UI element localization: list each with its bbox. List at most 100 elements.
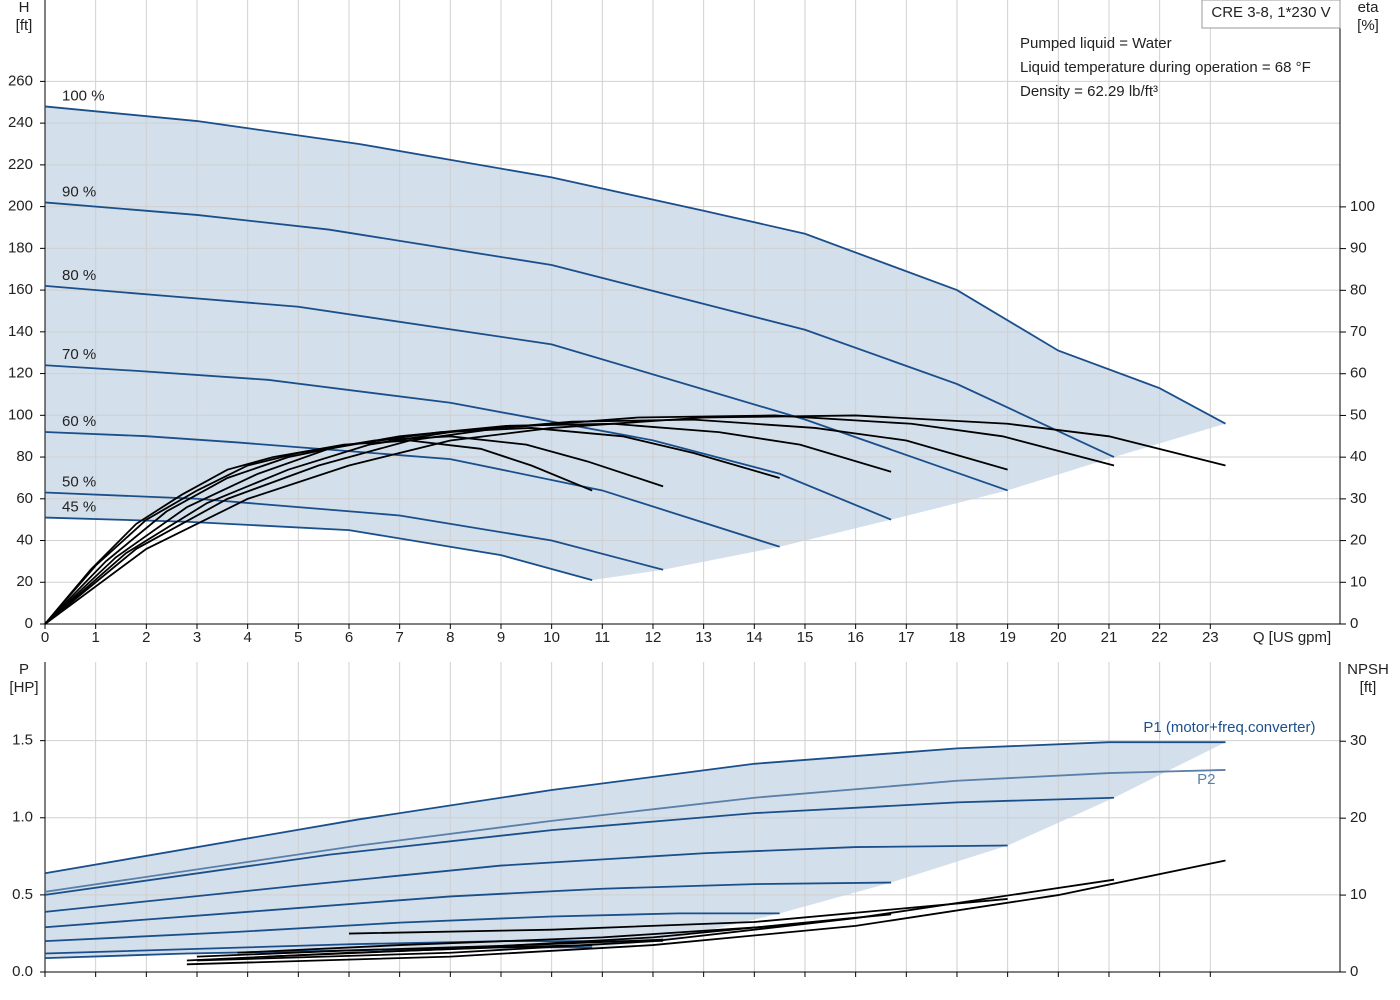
x-tick-label: 13	[695, 629, 712, 646]
y-tick-label: 120	[8, 365, 33, 382]
y-tick-label: 220	[8, 156, 33, 173]
curve	[196, 938, 664, 958]
curve-label: 50 %	[62, 473, 96, 490]
y2-axis-unit: [%]	[1357, 17, 1379, 34]
x-tick-label: 1	[91, 629, 99, 646]
curve-label: P2	[1197, 771, 1215, 788]
x-tick-label: 11	[595, 629, 611, 646]
y-tick-label: 100	[8, 406, 33, 423]
curve	[44, 881, 892, 929]
annotation: Pumped liquid = Water	[1020, 35, 1172, 52]
y2-tick-label: 60	[1350, 365, 1367, 382]
curve-label: P1 (motor+freq.converter)	[1143, 719, 1315, 736]
curve	[237, 924, 780, 954]
y2-tick-label: 20	[1350, 809, 1367, 826]
x-tick-label: 18	[949, 629, 966, 646]
y2-axis-label: eta	[1358, 0, 1380, 16]
x-axis-label: Q [US gpm]	[1253, 629, 1331, 646]
y2-tick-label: 30	[1350, 732, 1367, 749]
curve	[44, 516, 593, 582]
y2-tick-label: 40	[1350, 448, 1367, 465]
y-tick-label: 0.5	[12, 886, 33, 903]
y-tick-label: 180	[8, 239, 33, 256]
x-tick-label: 10	[543, 629, 560, 646]
x-tick-label: 16	[847, 629, 864, 646]
y2-tick-label: 50	[1350, 406, 1367, 423]
y-axis-unit: [HP]	[9, 679, 38, 696]
y2-tick-label: 20	[1350, 532, 1367, 549]
x-tick-label: 9	[497, 629, 505, 646]
curve	[44, 912, 780, 943]
y-tick-label: 260	[8, 72, 33, 89]
x-tick-label: 23	[1202, 629, 1219, 646]
y2-tick-label: 30	[1350, 490, 1367, 507]
curve	[44, 741, 1226, 875]
y2-tick-label: 70	[1350, 323, 1367, 340]
curve	[44, 769, 1226, 893]
operating-area	[45, 106, 1226, 581]
y-tick-label: 160	[8, 281, 33, 298]
y2-tick-label: 100	[1350, 198, 1375, 215]
x-tick-label: 8	[446, 629, 454, 646]
y2-axis-unit: [ft]	[1360, 679, 1377, 696]
y-tick-label: 20	[16, 573, 33, 590]
x-tick-label: 6	[345, 629, 353, 646]
y-tick-label: 140	[8, 323, 33, 340]
curve	[44, 201, 1115, 458]
x-tick-label: 17	[898, 629, 915, 646]
x-tick-label: 20	[1050, 629, 1067, 646]
y2-tick-label: 80	[1350, 281, 1367, 298]
x-tick-label: 2	[142, 629, 150, 646]
curve-label: 60 %	[62, 413, 96, 430]
y-tick-label: 1.0	[12, 809, 33, 826]
curve-label: 80 %	[62, 267, 96, 284]
y2-axis-label: NPSH	[1347, 661, 1389, 678]
curve-label: 45 %	[62, 499, 96, 516]
curve	[44, 105, 1226, 425]
y-tick-label: 0.0	[12, 963, 33, 980]
y-axis-label: P	[19, 661, 29, 678]
x-tick-label: 19	[999, 629, 1016, 646]
curve	[186, 944, 593, 962]
curve	[186, 859, 1226, 966]
curve	[44, 940, 664, 955]
curve	[44, 491, 664, 571]
x-tick-label: 14	[746, 629, 763, 646]
y-tick-label: 60	[16, 490, 33, 507]
y-tick-label: 40	[16, 531, 33, 548]
x-tick-label: 3	[193, 629, 201, 646]
y2-tick-label: 10	[1350, 886, 1367, 903]
curve	[44, 364, 892, 521]
x-tick-label: 22	[1151, 629, 1168, 646]
title-box	[1201, 0, 1341, 29]
curve	[348, 898, 1008, 935]
x-tick-label: 12	[645, 629, 662, 646]
curve	[44, 439, 593, 625]
curve	[44, 796, 1115, 896]
y-axis-label: H	[19, 0, 30, 16]
annotation: Liquid temperature during operation = 68…	[1020, 59, 1311, 76]
curve-label: 70 %	[62, 346, 96, 363]
y-axis-unit: [ft]	[16, 17, 33, 34]
curve	[44, 422, 892, 625]
y2-tick-label: 0	[1350, 963, 1358, 980]
x-tick-label: 5	[294, 629, 302, 646]
chart-title: CRE 3-8, 1*230 V	[1211, 4, 1330, 21]
curve	[44, 414, 1226, 625]
x-tick-label: 15	[797, 629, 814, 646]
x-tick-label: 4	[243, 629, 251, 646]
y-tick-label: 0	[25, 615, 33, 632]
y-tick-label: 1.5	[12, 732, 33, 749]
x-tick-label: 0	[41, 629, 49, 646]
x-tick-label: 7	[395, 629, 403, 646]
y2-tick-label: 90	[1350, 240, 1367, 257]
annotation: Density = 62.29 lb/ft³	[1020, 83, 1158, 100]
y-tick-label: 240	[8, 114, 33, 131]
curve	[44, 431, 780, 548]
curve-label: 90 %	[62, 183, 96, 200]
y2-tick-label: 10	[1350, 573, 1367, 590]
y-tick-label: 80	[16, 448, 33, 465]
y-tick-label: 200	[8, 198, 33, 215]
y2-tick-label: 0	[1350, 615, 1358, 632]
